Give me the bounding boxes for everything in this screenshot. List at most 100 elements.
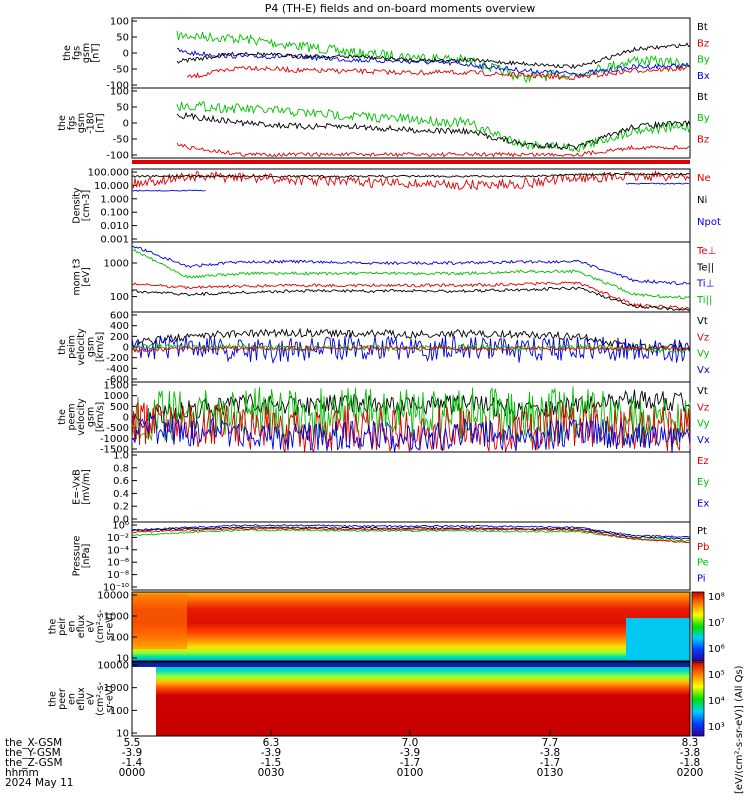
legend-entry: Bz	[697, 134, 709, 145]
legend-entry: Pt	[697, 526, 707, 537]
y-tick-label: 0	[123, 413, 129, 424]
x-tick-label: -3.9	[400, 747, 421, 759]
panel-density: 100.000 10.000 1.000 0.100 0.010 0.001 Density…	[71, 160, 721, 246]
data-trace	[131, 414, 691, 453]
legend-entry: Ex	[697, 498, 709, 509]
legend-entry: Vx	[697, 435, 710, 446]
y-tick-label: 600	[110, 311, 129, 322]
y-tick-label: 0.100	[100, 208, 129, 219]
y-axis-label: [km/s]	[95, 332, 106, 362]
legend-entry: Ti||	[696, 295, 712, 306]
y-axis-label: en	[67, 693, 78, 705]
y-tick-label: 50	[116, 33, 129, 44]
y-axis-label: velocity	[76, 398, 87, 436]
colorbar-title: [eV/(cm²-s-sr-eV)] (All Qs)	[734, 665, 745, 794]
y-tick-label: 1000	[104, 612, 129, 623]
colorbar: [eV/(cm²-s-sr-eV)] (All Qs) 10⁸ 10⁷ 10⁶ 10⁵…	[691, 591, 745, 794]
colorbar-labels: 10⁸ 10⁷ 10⁶ 10⁵ 10⁴ 10³	[708, 592, 725, 733]
y-axis-label: Pressure	[71, 536, 82, 577]
y-tick-label: 10000	[97, 661, 129, 672]
legend-entry: Vz	[697, 402, 709, 413]
legend-entry: Vy	[697, 419, 710, 430]
y-axis-label: en	[67, 621, 78, 633]
y-tick-label: 10000	[97, 591, 129, 602]
x-tick-label: 6.3	[263, 737, 280, 749]
y-axis-label: [nT]	[95, 113, 106, 132]
y-tick-label: 100	[110, 633, 129, 644]
legend-entry: Pe	[697, 558, 709, 569]
legend-entry: Vz	[697, 332, 709, 343]
y-tick-label: 0.010	[100, 221, 129, 232]
y-tick-label: -100	[106, 81, 129, 92]
y-tick-label: 0.6	[113, 476, 129, 487]
y-axis-label: the	[57, 409, 68, 425]
y-axis-label: E=-VxB	[71, 469, 82, 504]
x-axis-row-label: 2024 May 11	[5, 777, 73, 789]
legend-entry: Pi	[697, 573, 706, 584]
x-tick-label: 0200	[677, 767, 704, 779]
data-trace	[131, 526, 691, 541]
y-tick-label: 10.000	[94, 181, 129, 192]
y-tick-label: 0.0	[113, 515, 129, 526]
panel-peir: 10000 1000 100 10 thepeirenefluxeV(cm²-s-sr-…	[48, 591, 691, 665]
y-tick-label: -1000	[100, 434, 129, 445]
legend-entry: Bz	[697, 38, 709, 49]
y-tick-label: 100	[110, 292, 129, 303]
data-trace	[176, 30, 691, 83]
y-axis-label: eV	[86, 692, 97, 705]
y-axis-label: peir	[57, 617, 68, 636]
y-axis-label: fgs	[71, 46, 82, 60]
x-tick-label: 7.7	[542, 737, 559, 749]
legend-entry: Ne	[697, 173, 711, 184]
colorbar-tick-label: 10³	[708, 722, 725, 733]
y-axis-label: fgs	[67, 116, 78, 130]
data-trace	[131, 527, 691, 544]
y-axis-label: gsm	[86, 407, 97, 427]
y-tick-label: 500	[110, 402, 129, 413]
y-tick-label: 1500	[104, 381, 129, 392]
y-tick-label: 0	[123, 343, 129, 354]
x-axis-row-label: the_Y-GSM	[5, 747, 61, 759]
y-axis-label: -180	[86, 112, 97, 134]
y-axis-label: velocity	[76, 328, 87, 366]
y-tick-label: 0.2	[113, 502, 129, 513]
colorbar-tick-label: 10⁸	[708, 592, 725, 603]
panel-temp: 1000 100 mom t3[eV] Te⊥ Te|| Ti⊥ Ti||	[71, 241, 716, 313]
y-tick-label: 0.8	[113, 463, 129, 474]
y-axis-label: [nPa]	[81, 544, 92, 569]
legend-entry: Pb	[697, 542, 709, 553]
data-trace	[131, 402, 691, 453]
density-bar	[132, 160, 690, 164]
x-tick-label: -1.8	[680, 757, 701, 769]
data-trace	[131, 281, 691, 310]
data-trace	[132, 524, 691, 538]
y-tick-label: -1500	[100, 445, 129, 456]
y-tick-label: -200	[106, 353, 129, 364]
data-trace	[131, 245, 691, 286]
legend-entry: Bt	[697, 22, 708, 33]
y-axis-label: eflux	[76, 687, 87, 711]
data-trace	[176, 100, 691, 153]
y-tick-label: 100.000	[88, 168, 129, 179]
data-trace	[131, 386, 691, 446]
data-trace	[131, 169, 691, 191]
y-tick-label: 50	[116, 103, 129, 114]
y-tick-label: 1000	[104, 683, 129, 694]
y-axis-label: [mV/m]	[81, 469, 92, 505]
legend-entry: Bx	[697, 71, 710, 82]
x-tick-label: -3.9	[261, 747, 282, 759]
y-axis-label: the	[48, 691, 59, 707]
data-trace	[131, 172, 691, 178]
colorbar-tick-label: 10⁶	[708, 644, 725, 655]
data-trace	[131, 333, 691, 365]
y-axis-label: Density	[71, 187, 82, 223]
panel-frame	[131, 661, 691, 737]
legend-entry: Vt	[697, 386, 708, 397]
y-tick-label: 10⁰	[112, 521, 129, 532]
legend-entry: Te||	[696, 262, 714, 273]
y-axis-label: sr-eV)	[105, 613, 116, 641]
panel-frame	[131, 521, 691, 591]
